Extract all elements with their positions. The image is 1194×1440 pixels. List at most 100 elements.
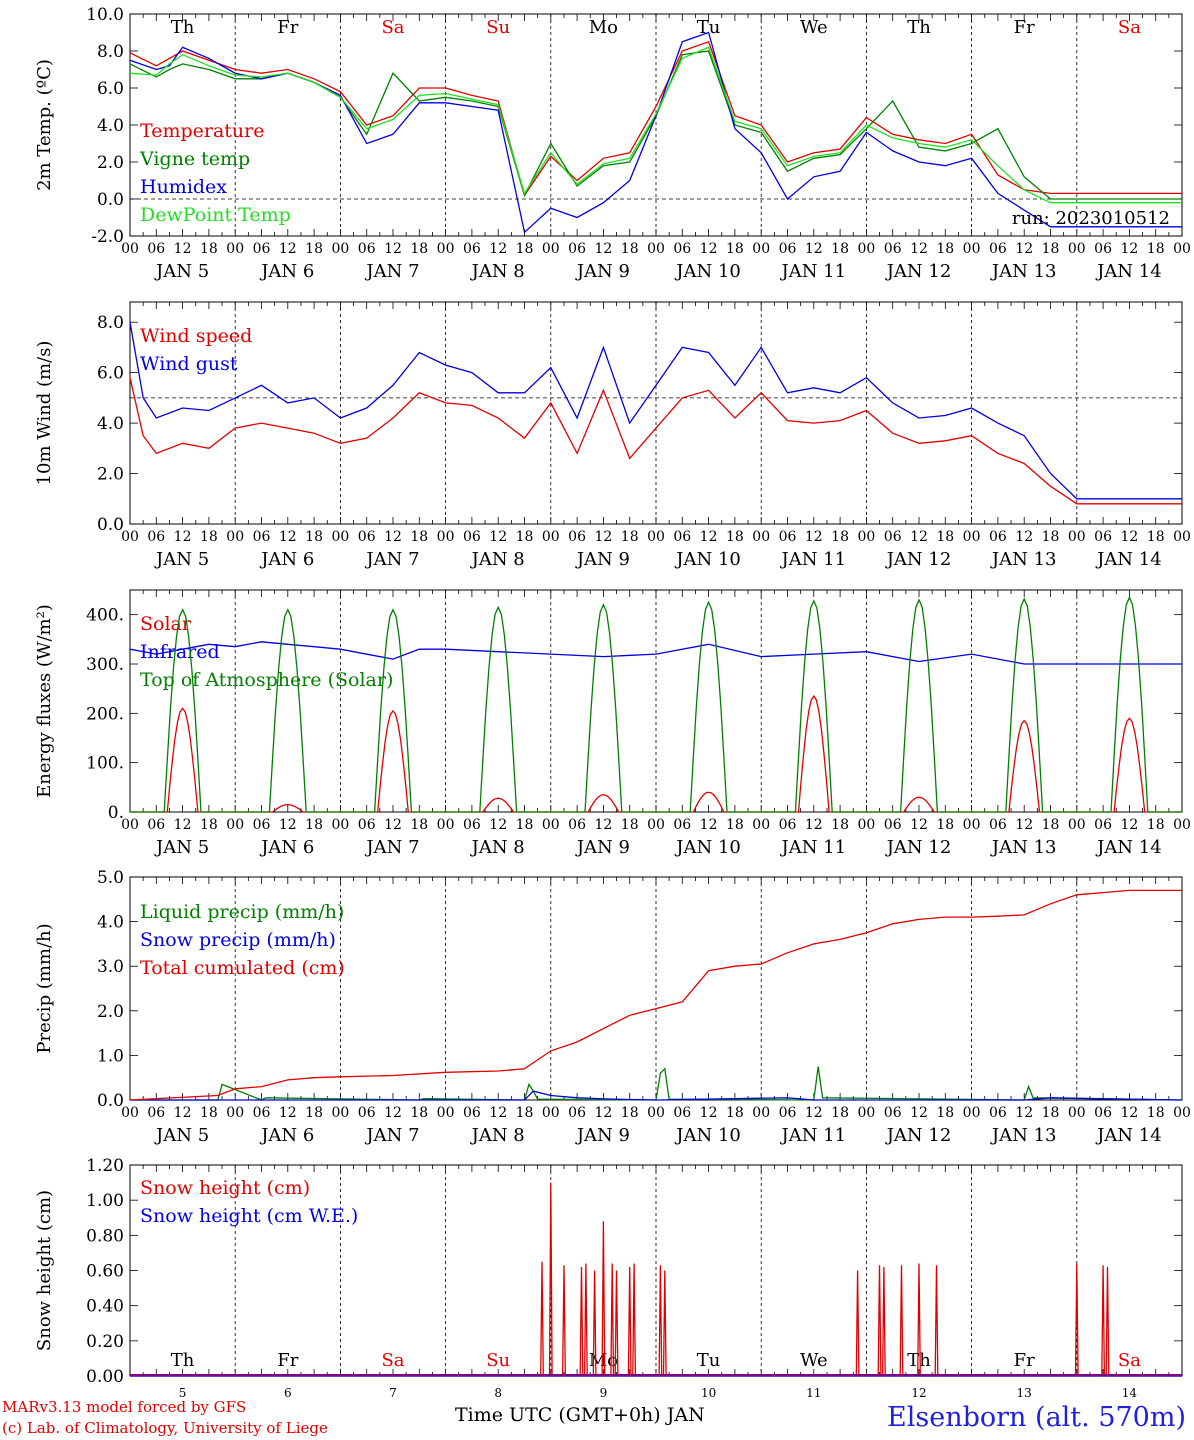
panel-2: 0.0 2.0 4.0 6.0 8.0 10m Wind (m/s) 00 06 12 18 00 0… (34, 301, 1191, 570)
y-tick-label: 6.0 (97, 79, 124, 99)
hour-tick-label: 00 (437, 1105, 455, 1121)
hour-tick-label: 06 (673, 817, 691, 833)
series-line-red (129, 889, 1182, 1101)
hour-tick-label: 00 (542, 529, 560, 545)
hour-tick-label: 06 (463, 241, 481, 257)
hour-tick-label: 12 (279, 817, 297, 833)
hour-tick-label: 06 (884, 817, 902, 833)
hour-tick-label: 06 (463, 529, 481, 545)
legend-entry: Snow height (cm) (140, 1177, 310, 1199)
hour-tick-label: 06 (253, 241, 271, 257)
series-line-red (129, 377, 1182, 505)
hour-tick-label: 18 (936, 1105, 954, 1121)
hour-tick-label: 06 (989, 529, 1007, 545)
y-tick-label: 4.0 (97, 913, 124, 933)
legend-entry: Humidex (140, 176, 227, 198)
day-number-label: 7 (389, 1386, 397, 1400)
day-name-label: Mo (589, 17, 618, 38)
hour-tick-label: 12 (384, 817, 402, 833)
date-label: JAN 6 (259, 1125, 314, 1146)
hour-tick-label: 12 (384, 1105, 402, 1121)
date-label: JAN 7 (364, 837, 419, 858)
hour-tick-label: 18 (621, 529, 639, 545)
hour-tick-label: 00 (857, 241, 875, 257)
hour-tick-label: 06 (673, 241, 691, 257)
y-tick-label: 2.0 (97, 153, 124, 173)
y-tick-label: 8.0 (97, 313, 124, 333)
hour-tick-label: 06 (253, 529, 271, 545)
panel-4: 0.0 1.0 2.0 3.0 4.0 5.0 Precip (mm/h) 00 06 12 18 0… (34, 868, 1191, 1146)
hour-tick-label: 12 (805, 1105, 823, 1121)
hour-tick-label: 12 (174, 529, 192, 545)
date-label: JAN 11 (780, 549, 847, 570)
day-number-label: 12 (911, 1386, 926, 1400)
hour-tick-label: 06 (1094, 529, 1112, 545)
hour-tick-label: 12 (1015, 1105, 1033, 1121)
y-tick-label: 4.0 (97, 414, 124, 434)
legend-entry: Snow height (cm W.E.) (140, 1205, 358, 1227)
date-label: JAN 14 (1095, 837, 1162, 858)
day-name-label: Th (171, 17, 195, 38)
hour-tick-label: 00 (121, 241, 139, 257)
hour-tick-label: 18 (1042, 1105, 1060, 1121)
hour-tick-label: 12 (174, 817, 192, 833)
hour-tick-label: 06 (1094, 1105, 1112, 1121)
date-label: JAN 6 (259, 261, 314, 282)
day-name-label: Tu (697, 1350, 721, 1371)
y-tick-label: 0. (108, 803, 124, 823)
legend-entry: Top of Atmosphere (Solar) (140, 669, 393, 691)
date-label: JAN 8 (470, 261, 525, 282)
hour-tick-label: 00 (647, 241, 665, 257)
hour-tick-label: 12 (1015, 241, 1033, 257)
hour-tick-label: 18 (410, 817, 428, 833)
hour-tick-label: 12 (805, 817, 823, 833)
date-label: JAN 14 (1095, 261, 1162, 282)
hour-tick-label: 00 (542, 241, 560, 257)
lab-credit: (c) Lab. of Climatology, University of L… (2, 1419, 328, 1437)
hour-tick-label: 00 (963, 241, 981, 257)
hour-tick-label: 18 (831, 241, 849, 257)
y-tick-label: 1.0 (97, 1046, 124, 1066)
hour-tick-label: 18 (516, 529, 534, 545)
date-label: JAN 9 (575, 837, 630, 858)
hour-tick-label: 00 (226, 1105, 244, 1121)
hour-tick-label: 18 (936, 529, 954, 545)
hour-tick-label: 06 (1094, 817, 1112, 833)
hour-tick-label: 00 (1068, 241, 1086, 257)
hour-tick-label: 12 (279, 1105, 297, 1121)
hour-tick-label: 00 (647, 817, 665, 833)
hour-tick-label: 06 (884, 1105, 902, 1121)
hour-tick-label: 00 (752, 1105, 770, 1121)
hour-tick-label: 00 (542, 817, 560, 833)
y-tick-label: 0.0 (97, 190, 124, 210)
hour-tick-label: 06 (989, 817, 1007, 833)
y-tick-label: 100. (86, 754, 124, 774)
day-number-label: 6 (284, 1386, 292, 1400)
hour-tick-label: 00 (331, 1105, 349, 1121)
hour-tick-label: 00 (226, 241, 244, 257)
y-tick-label: 1.00 (86, 1191, 124, 1211)
meteogram: -2.0 0.0 2.0 4.0 6.0 8.0 10.0 2m Temp. (ºC) 00 06… (34, 5, 1191, 1400)
hour-tick-label: 18 (621, 1105, 639, 1121)
hour-tick-label: 12 (174, 1105, 192, 1121)
day-number-label: 5 (179, 1386, 187, 1400)
hour-tick-label: 12 (594, 817, 612, 833)
hour-tick-label: 18 (516, 241, 534, 257)
y-tick-label: 200. (86, 704, 124, 724)
day-name-label: Su (486, 17, 510, 38)
date-label: JAN 12 (885, 261, 952, 282)
station-name: Elsenborn (alt. 570m) (887, 1402, 1186, 1433)
y-tick-label: 300. (86, 655, 124, 675)
day-name-label: Sa (1118, 1350, 1141, 1371)
y-tick-label: 0.0 (97, 515, 124, 535)
day-name-label: Fr (1014, 1350, 1035, 1371)
hour-tick-label: 06 (147, 529, 165, 545)
hour-tick-label: 00 (1173, 817, 1191, 833)
hour-tick-label: 00 (963, 529, 981, 545)
hour-tick-label: 12 (700, 817, 718, 833)
hour-tick-label: 12 (700, 1105, 718, 1121)
day-name-label: Fr (1014, 17, 1035, 38)
day-number-label: 13 (1017, 1386, 1032, 1400)
day-number-label: 14 (1122, 1386, 1138, 1400)
x-axis-title: Time UTC (GMT+0h) JAN (455, 1404, 705, 1426)
